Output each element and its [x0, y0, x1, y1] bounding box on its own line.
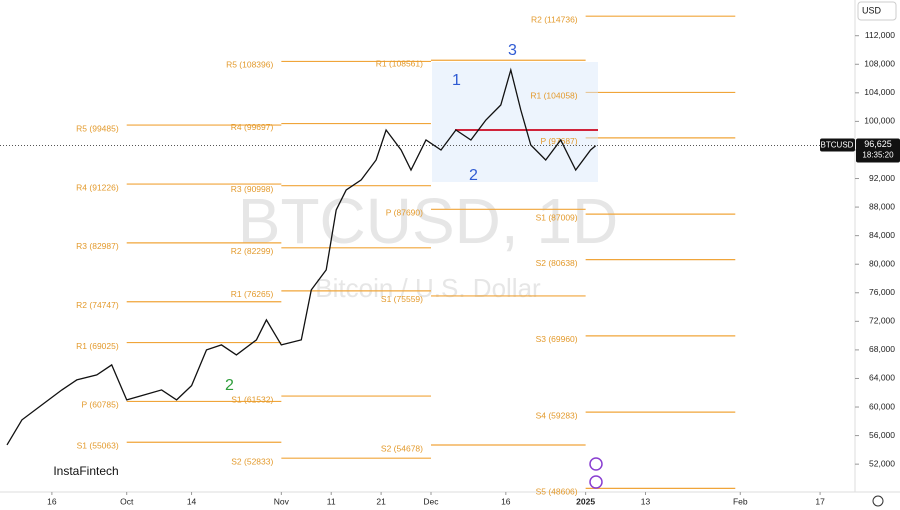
- y-tick-label: 80,000: [869, 258, 895, 268]
- y-tick-label: 104,000: [864, 87, 895, 97]
- watermark: BTCUSD, 1D: [238, 185, 619, 257]
- pivot-label: R1 (76265): [231, 289, 274, 299]
- y-tick-label: 52,000: [869, 458, 895, 468]
- watermark-subtitle: Bitcoin / U.S. Dollar: [315, 273, 541, 303]
- x-tick-label: Dec: [423, 496, 439, 506]
- x-tick-label: Oct: [120, 496, 134, 506]
- wave-label: 3: [508, 42, 517, 59]
- pivot-label: S2 (80638): [536, 258, 578, 268]
- x-tick-label: 11: [327, 496, 336, 506]
- brand: InstaFintech: [53, 464, 118, 478]
- y-tick-label: 68,000: [869, 344, 895, 354]
- last-price: 96,625: [864, 139, 892, 149]
- pivot-label: R4 (99697): [231, 122, 274, 132]
- pivot-label: P (87690): [386, 208, 423, 218]
- x-tick-label: Feb: [733, 496, 748, 506]
- symbol: BTCUSD: [821, 141, 854, 150]
- price-line: [6, 67, 597, 446]
- pivot-label: R1 (108561): [376, 59, 423, 69]
- x-tick-label: 13: [641, 496, 651, 506]
- countdown: 18:35:20: [862, 151, 894, 160]
- y-tick-label: 84,000: [869, 230, 895, 240]
- pivot-label: R3 (90998): [231, 184, 274, 194]
- settings-icon[interactable]: [872, 495, 884, 507]
- event-icon[interactable]: [589, 475, 603, 489]
- x-tick-label: Nov: [274, 496, 290, 506]
- y-tick-label: 60,000: [869, 401, 895, 411]
- pivot-label: R2 (74747): [76, 300, 119, 310]
- pivot-label: S2 (52833): [231, 456, 273, 466]
- y-tick-label: 76,000: [869, 287, 895, 297]
- pivot-label: R4 (91226): [76, 182, 119, 192]
- y-tick-label: 108,000: [864, 59, 895, 69]
- x-tick-label: 2025: [576, 496, 595, 506]
- pivot-label: R2 (114736): [531, 14, 578, 24]
- pivot-label: R5 (99485): [76, 123, 119, 133]
- pivot-label: S2 (54678): [381, 443, 423, 453]
- price-tag: [856, 138, 900, 163]
- y-tick-label: 112,000: [865, 30, 895, 40]
- y-tick-label: 92,000: [869, 173, 895, 183]
- x-tick-label: 16: [47, 496, 57, 506]
- pivot-label: R1 (69025): [76, 341, 119, 351]
- pivot-label: R5 (108396): [226, 60, 273, 70]
- pivot-label: S1 (55063): [77, 441, 119, 451]
- wave-label: 2: [469, 167, 478, 184]
- pivot-label: S1 (61532): [231, 394, 273, 404]
- y-tick-label: 56,000: [869, 430, 895, 440]
- x-tick-label: 14: [187, 496, 197, 506]
- pivot-label: S1 (75559): [381, 294, 423, 304]
- wave-label: 2: [225, 377, 234, 394]
- pivot-label: R1 (104058): [530, 91, 577, 101]
- x-tick-label: 21: [376, 496, 386, 506]
- y-tick-label: 72,000: [869, 316, 895, 326]
- brand-box: [48, 458, 124, 486]
- pivot-label: R3 (82987): [76, 241, 119, 251]
- y-tick-label: 100,000: [864, 116, 895, 126]
- pivot-label: R2 (82299): [231, 246, 274, 256]
- y-tick-label: 88,000: [869, 201, 895, 211]
- currency[interactable]: USD: [862, 5, 882, 15]
- x-tick-label: 17: [815, 496, 825, 506]
- pivot-label: S1 (87009): [536, 212, 578, 222]
- pivot-label: S3 (69960): [536, 334, 578, 344]
- y-tick-label: 64,000: [869, 373, 895, 383]
- event-icon[interactable]: [589, 457, 603, 471]
- profile-box: [432, 62, 598, 182]
- currency-button[interactable]: [857, 1, 897, 21]
- pivot-label: P (60785): [82, 400, 119, 410]
- pivot-label: S4 (59283): [536, 410, 578, 420]
- pivot-label: S5 (48606): [536, 487, 578, 497]
- wave-label: 1: [452, 72, 461, 89]
- symbol-tag: [820, 138, 855, 152]
- x-tick-label: 16: [501, 496, 511, 506]
